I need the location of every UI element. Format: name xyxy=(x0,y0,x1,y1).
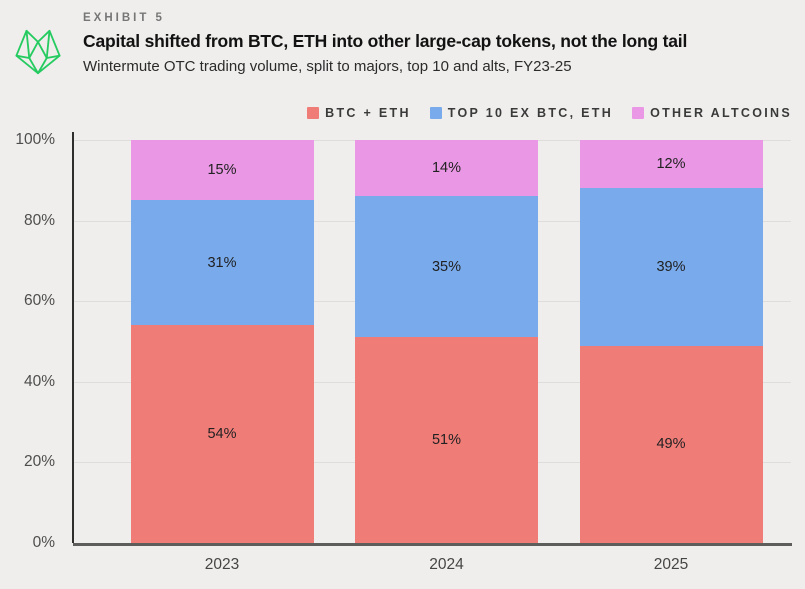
segment-value-label: 15% xyxy=(207,162,237,179)
segment-value-label: 35% xyxy=(431,258,462,275)
x-tick-label: 2025 xyxy=(653,556,689,573)
y-tick-label: 20% xyxy=(23,453,55,471)
legend-item: OTHER ALTCOINS xyxy=(632,106,792,120)
legend-swatch-icon xyxy=(429,106,442,119)
x-tick-label: 2023 xyxy=(204,556,240,573)
legend-item: BTC + ETH xyxy=(307,106,411,120)
bar-2023: 15% 31% 54% xyxy=(130,140,314,543)
bar-2024: 14% 35% 51% xyxy=(355,140,538,543)
x-axis: 2023 2024 2025 xyxy=(73,556,791,578)
y-axis-line xyxy=(72,132,74,543)
y-axis: 0% 20% 40% 60% 80% 100% xyxy=(0,0,55,589)
legend-swatch-icon xyxy=(307,106,320,119)
y-tick-label: 40% xyxy=(23,372,55,390)
legend-swatch-icon xyxy=(632,106,645,119)
exhibit-label: EXHIBIT 5 xyxy=(83,12,165,24)
bar-segment: 12% xyxy=(579,140,763,189)
legend-item: TOP 10 EX BTC, ETH xyxy=(429,105,614,120)
bar-segment: 14% xyxy=(355,140,538,197)
x-tick-label: 2024 xyxy=(429,556,464,573)
legend-label: OTHER ALTCOINS xyxy=(650,105,792,120)
chart-header: EXHIBIT 5 Capital shifted from BTC, ETH … xyxy=(83,12,687,75)
segment-value-label: 14% xyxy=(431,160,462,177)
legend-label: BTC + ETH xyxy=(325,105,411,120)
y-tick-label: 100% xyxy=(15,131,55,148)
y-tick-label: 80% xyxy=(23,211,55,229)
chart-title: Capital shifted from BTC, ETH into other… xyxy=(83,31,688,51)
segment-value-label: 12% xyxy=(656,156,686,173)
x-axis-line xyxy=(73,543,792,546)
y-tick-label: 60% xyxy=(23,292,55,310)
bar-segment: 49% xyxy=(579,345,763,543)
bar-segment: 15% xyxy=(130,140,314,201)
segment-value-label: 49% xyxy=(656,436,686,453)
segment-value-label: 51% xyxy=(431,432,462,449)
segment-value-label: 31% xyxy=(207,254,237,271)
plot-area: 15% 31% 54% 14% 35% 51% 12% 39% 49% xyxy=(73,140,791,543)
bar-segment: 31% xyxy=(130,200,314,326)
legend-label: TOP 10 EX BTC, ETH xyxy=(447,105,614,120)
bar-segment: 39% xyxy=(579,188,763,346)
chart-subtitle: Wintermute OTC trading volume, split to … xyxy=(83,58,572,75)
bar-segment: 51% xyxy=(355,337,538,543)
y-tick-label: 0% xyxy=(32,534,55,551)
bar-segment: 54% xyxy=(130,325,314,543)
segment-value-label: 39% xyxy=(656,258,686,275)
bar-segment: 35% xyxy=(355,196,538,338)
bar-2025: 12% 39% 49% xyxy=(579,140,763,543)
segment-value-label: 54% xyxy=(207,426,237,443)
chart-legend: BTC + ETH TOP 10 EX BTC, ETH OTHER ALTCOIN… xyxy=(307,104,792,121)
wintermute-logo-icon xyxy=(14,29,62,75)
